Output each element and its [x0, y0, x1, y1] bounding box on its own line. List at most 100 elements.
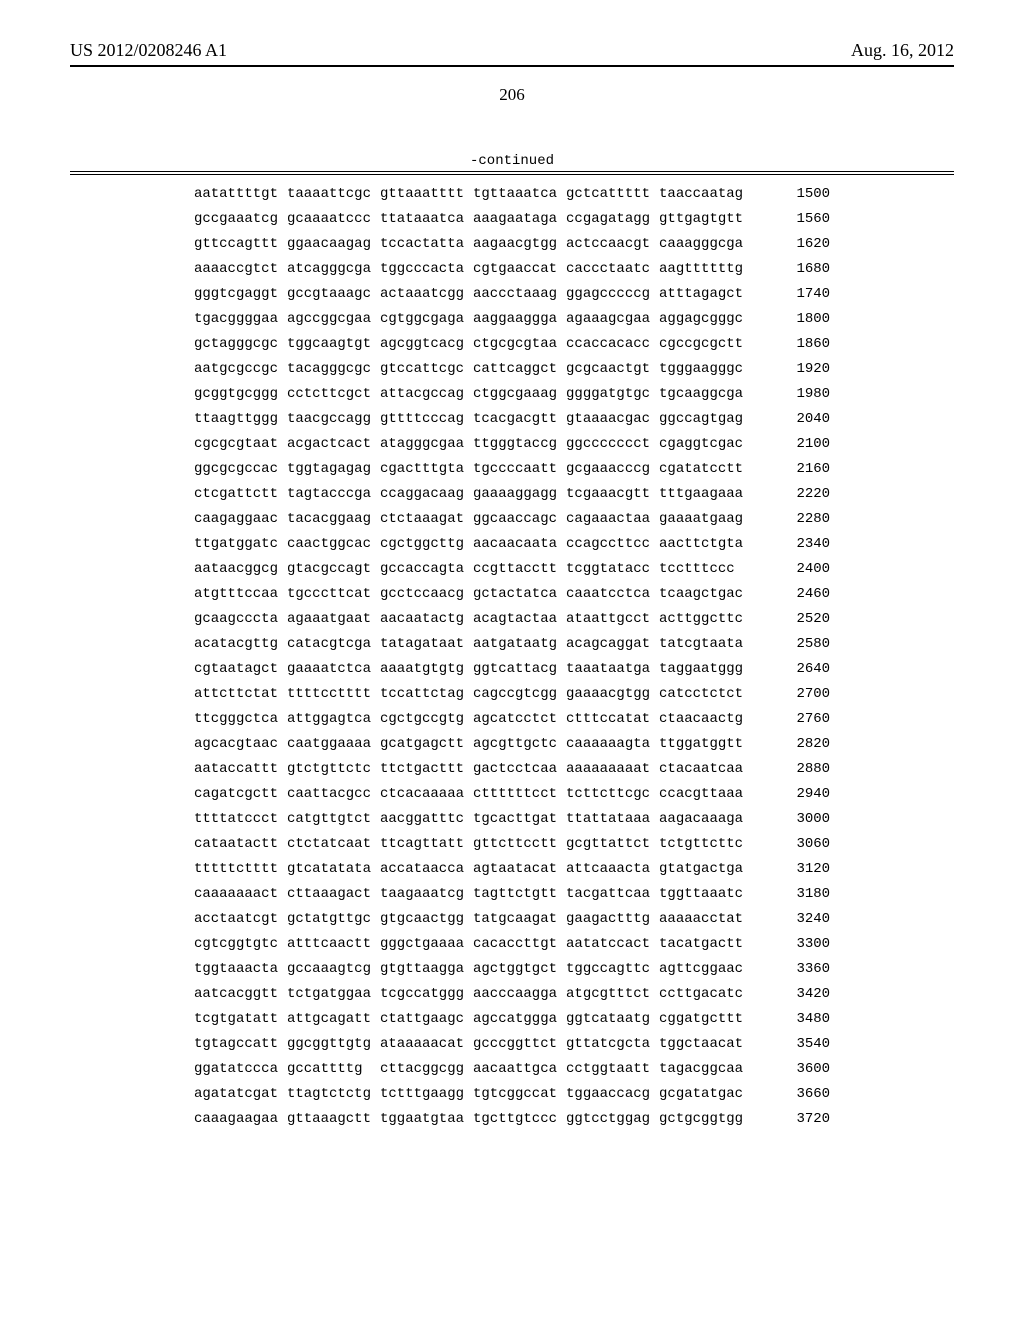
sequence-block: attgcagatt [287, 1012, 380, 1037]
sequence-block: ggggatgtgc [566, 387, 659, 412]
sequence-block: ttgggtaccg [473, 437, 566, 462]
sequence-block: catcctctct [659, 687, 752, 712]
sequence-block: tacgattcaa [566, 887, 659, 912]
sequence-block: tcaagctgac [659, 587, 752, 612]
sequence-block: cagatcgctt [194, 787, 287, 812]
sequence-block: tggctaacat [659, 1037, 752, 1062]
sequence-block: cctggtaatt [566, 1062, 659, 1087]
sequence-block: gcggtgcggg [194, 387, 287, 412]
sequence-position: 1500 [752, 187, 830, 212]
sequence-block: gaagactttg [566, 912, 659, 937]
sequence-row: caaagaagaagttaaagctttggaatgtaatgcttgtccc… [194, 1112, 830, 1137]
sequence-block: tggccagttc [566, 962, 659, 987]
sequence-block: tctgatggaa [287, 987, 380, 1012]
sequence-block: taaataatga [566, 662, 659, 687]
sequence-position: 3300 [752, 937, 830, 962]
sequence-block: cgtcggtgtc [194, 937, 287, 962]
sequence-position: 2520 [752, 612, 830, 637]
sequence-block: tagttctgtt [473, 887, 566, 912]
sequence-block: gtccattcgc [380, 362, 473, 387]
sequence-block: tggaaccacg [566, 1087, 659, 1112]
sequence-block: cggatgcttt [659, 1012, 752, 1037]
sequence-block: acagtactaa [473, 612, 566, 637]
sequence-block: gcccggttct [473, 1037, 566, 1062]
sequence-block: gtgttaagga [380, 962, 473, 987]
sequence-block: ttctgacttt [380, 762, 473, 787]
sequence-block: caattacgcc [287, 787, 380, 812]
sequence-block: agcgttgctc [473, 737, 566, 762]
sequence-block: gtctgttctc [287, 762, 380, 787]
sequence-block: attacgccag [380, 387, 473, 412]
sequence-block: tctttgaagg [380, 1087, 473, 1112]
sequence-block: taaccaatag [659, 187, 752, 212]
sequence-block: tgtcggccat [473, 1087, 566, 1112]
sequence-block: attggagtca [287, 712, 380, 737]
sequence-block: ttcgggctca [194, 712, 287, 737]
sequence-block: tggaatgtaa [380, 1112, 473, 1137]
sequence-position: 3120 [752, 862, 830, 887]
sequence-block: aatattttgt [194, 187, 287, 212]
sequence-position: 2220 [752, 487, 830, 512]
sequence-block: ctgcgcgtaa [473, 337, 566, 362]
sequence-position: 3420 [752, 987, 830, 1012]
sequence-block: ctggcgaaag [473, 387, 566, 412]
sequence-row: tttttcttttgtcatatataaccataaccaagtaatacat… [194, 862, 830, 887]
sequence-block: caaagaagaa [194, 1112, 287, 1137]
sequence-block: agttcggaac [659, 962, 752, 987]
sequence-block: tcctttccc [659, 562, 752, 587]
sequence-block: agcatcctct [473, 712, 566, 737]
sequence-position: 2100 [752, 437, 830, 462]
sequence-block: cattcaggct [473, 362, 566, 387]
sequence-block: cgctgccgtg [380, 712, 473, 737]
sequence-position: 3480 [752, 1012, 830, 1037]
sequence-row: aataccatttgtctgttctcttctgactttgactcctcaa… [194, 762, 830, 787]
sequence-block: aacttctgta [659, 537, 752, 562]
sequence-block: tccactatta [380, 237, 473, 262]
sequence-block: gggctgaaaa [380, 937, 473, 962]
sequence-block: ctattgaagc [380, 1012, 473, 1037]
sequence-block: gaaaacgtgg [566, 687, 659, 712]
publication-date: Aug. 16, 2012 [851, 40, 954, 61]
page-header: US 2012/0208246 A1 Aug. 16, 2012 [70, 40, 954, 61]
sequence-row: cataatacttctctatcaatttcagttattgttcttcctt… [194, 837, 830, 862]
sequence-block: ctttccatat [566, 712, 659, 737]
sequence-block: agaaatgaat [287, 612, 380, 637]
sequence-block: tgccccaatt [473, 462, 566, 487]
sequence-row: cgtaatagctgaaaatctcaaaaatgtgtgggtcattacg… [194, 662, 830, 687]
sequence-row: atgtttccaatgcccttcatgcctccaacggctactatca… [194, 587, 830, 612]
sequence-block: cataatactt [194, 837, 287, 862]
sequence-block: ccgttacctt [473, 562, 566, 587]
sequence-block: ggcgcgccac [194, 462, 287, 487]
sequence-block: gtaaaacgac [566, 412, 659, 437]
sequence-row: gccgaaatcggcaaaatcccttataaatcaaaagaataga… [194, 212, 830, 237]
header-rule [70, 65, 954, 67]
sequence-block: aacaattgca [473, 1062, 566, 1087]
sequence-block: tgcaaggcga [659, 387, 752, 412]
sequence-block: gtatgactga [659, 862, 752, 887]
sequence-block: gccattttg [287, 1062, 380, 1087]
sequence-block: gctgcggtgg [659, 1112, 752, 1137]
sequence-block: ttataaatca [380, 212, 473, 237]
sequence-listing: aatattttgttaaaattcgcgttaaatttttgttaaatca… [194, 187, 830, 1137]
sequence-block: cacaccttgt [473, 937, 566, 962]
sequence-block: taggaatggg [659, 662, 752, 687]
sequence-row: aaaaccgtctatcagggcgatggcccactacgtgaaccat… [194, 262, 830, 287]
sequence-block: attcttctat [194, 687, 287, 712]
sequence-row: acctaatcgtgctatgttgcgtgcaactggtatgcaagat… [194, 912, 830, 937]
sequence-block: atgtttccaa [194, 587, 287, 612]
sequence-position: 3000 [752, 812, 830, 837]
sequence-block: taacgccagg [287, 412, 380, 437]
sequence-row: attcttctatttttcctttttccattctagcagccgtcgg… [194, 687, 830, 712]
sequence-position: 2160 [752, 462, 830, 487]
sequence-block: caagaggaac [194, 512, 287, 537]
sequence-block: tggtaaacta [194, 962, 287, 987]
sequence-position: 2340 [752, 537, 830, 562]
sequence-block: cttttttcct [473, 787, 566, 812]
sequence-block: ggccagtgag [659, 412, 752, 437]
sequence-block: agtaatacat [473, 862, 566, 887]
sequence-block: cgatatcctt [659, 462, 752, 487]
sequence-block: tcttcttcgc [566, 787, 659, 812]
sequence-block: caaagggcga [659, 237, 752, 262]
page-number: 206 [70, 85, 954, 105]
sequence-block: catgttgtct [287, 812, 380, 837]
